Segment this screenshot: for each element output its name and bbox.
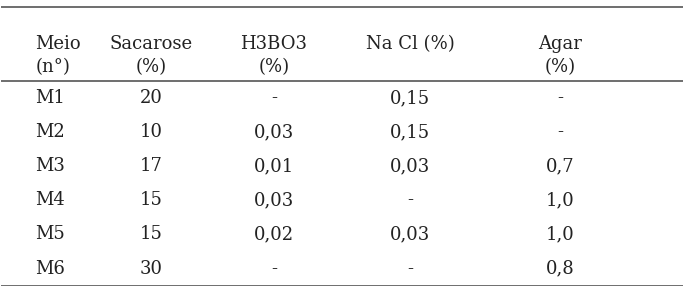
Text: 1,0: 1,0 <box>546 191 575 209</box>
Text: 17: 17 <box>140 157 163 175</box>
Text: Agar: Agar <box>538 36 582 53</box>
Text: -: - <box>271 259 277 278</box>
Text: -: - <box>407 191 413 209</box>
Text: 0,15: 0,15 <box>390 123 430 141</box>
Text: -: - <box>557 89 563 107</box>
Text: Sacarose: Sacarose <box>109 36 193 53</box>
Text: 0,03: 0,03 <box>390 226 430 243</box>
Text: 0,15: 0,15 <box>390 89 430 107</box>
Text: 15: 15 <box>140 226 163 243</box>
Text: -: - <box>407 259 413 278</box>
Text: M1: M1 <box>36 89 66 107</box>
Text: 10: 10 <box>140 123 163 141</box>
Text: 0,8: 0,8 <box>546 259 575 278</box>
Text: M2: M2 <box>36 123 65 141</box>
Text: 0,7: 0,7 <box>546 157 575 175</box>
Text: (%): (%) <box>135 58 167 76</box>
Text: M6: M6 <box>36 259 66 278</box>
Text: 0,03: 0,03 <box>390 157 430 175</box>
Text: M4: M4 <box>36 191 65 209</box>
Text: Na Cl (%): Na Cl (%) <box>366 36 454 53</box>
Text: Meio: Meio <box>36 36 81 53</box>
Text: (%): (%) <box>544 58 575 76</box>
Text: H3BO3: H3BO3 <box>240 36 307 53</box>
Text: -: - <box>557 123 563 141</box>
Text: 0,01: 0,01 <box>254 157 294 175</box>
Text: M5: M5 <box>36 226 65 243</box>
Text: 1,0: 1,0 <box>546 226 575 243</box>
Text: -: - <box>271 89 277 107</box>
Text: 20: 20 <box>140 89 163 107</box>
Text: (n°): (n°) <box>36 58 70 76</box>
Text: M3: M3 <box>36 157 66 175</box>
Text: 15: 15 <box>140 191 163 209</box>
Text: (%): (%) <box>259 58 289 76</box>
Text: 0,02: 0,02 <box>254 226 294 243</box>
Text: 0,03: 0,03 <box>254 191 294 209</box>
Text: 30: 30 <box>140 259 163 278</box>
Text: 0,03: 0,03 <box>254 123 294 141</box>
